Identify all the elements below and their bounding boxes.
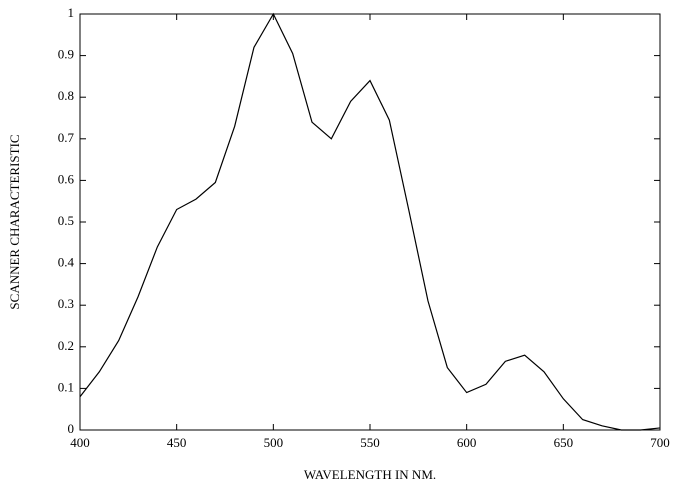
y-tick-label: 0.4 xyxy=(58,255,75,270)
y-tick-label: 0.7 xyxy=(58,130,75,145)
y-tick-label: 0.6 xyxy=(58,171,75,186)
x-tick-label: 700 xyxy=(650,435,670,450)
y-axis-label: SCANNER CHARACTERISTIC xyxy=(7,134,22,309)
y-tick-label: 0.8 xyxy=(58,88,74,103)
x-tick-label: 400 xyxy=(70,435,90,450)
x-tick-label: 450 xyxy=(167,435,187,450)
x-axis-label: WAVELENGTH IN NM. xyxy=(304,467,436,482)
y-tick-label: 0.5 xyxy=(58,213,74,228)
data-line xyxy=(79,12,661,431)
x-tick-label: 500 xyxy=(264,435,284,450)
y-tick-label: 0.1 xyxy=(58,379,74,394)
y-tick-label: 0.2 xyxy=(58,338,74,353)
y-tick-label: 0 xyxy=(68,421,75,436)
y-tick-label: 1 xyxy=(68,5,75,20)
x-tick-label: 600 xyxy=(457,435,477,450)
x-tick-label: 650 xyxy=(554,435,574,450)
plot-frame xyxy=(79,13,661,431)
y-tick-label: 0.9 xyxy=(58,47,74,62)
y-tick-label: 0.3 xyxy=(58,296,74,311)
x-tick-label: 550 xyxy=(360,435,380,450)
